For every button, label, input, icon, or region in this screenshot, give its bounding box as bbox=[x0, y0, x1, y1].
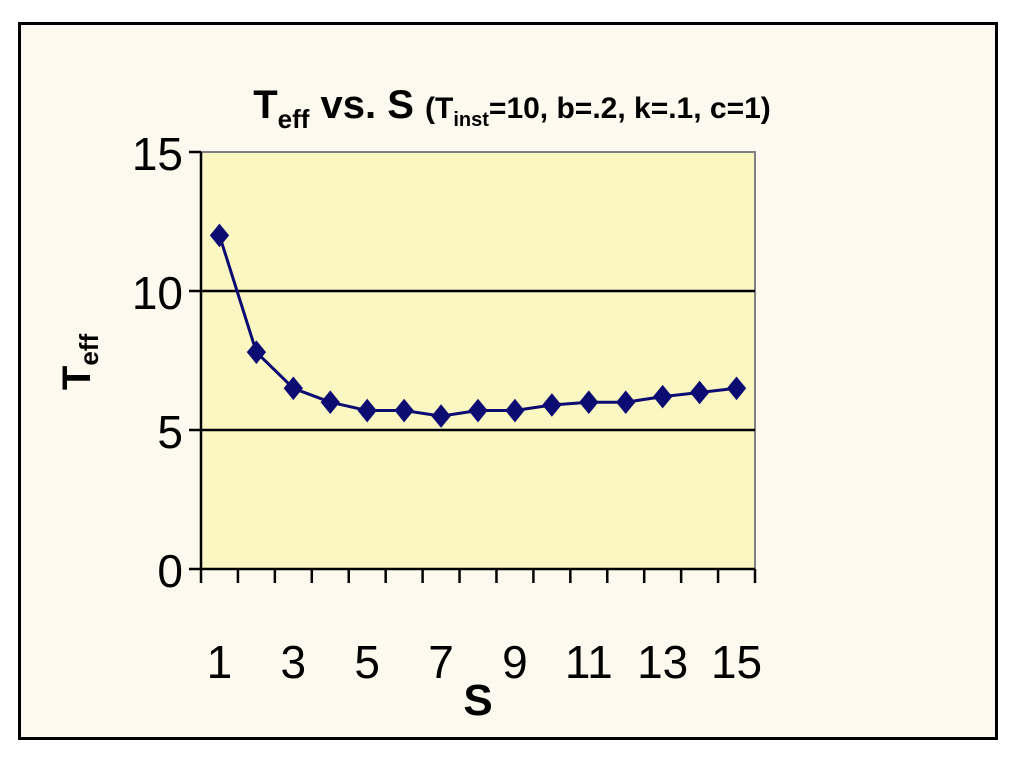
data-point-8 bbox=[468, 398, 488, 423]
data-point-9 bbox=[505, 398, 525, 423]
data-point-6 bbox=[394, 398, 414, 423]
data-point-3 bbox=[283, 376, 303, 401]
data-point-12 bbox=[616, 390, 636, 414]
y-axis-title-sub: eff bbox=[74, 334, 104, 366]
y-tick-label-15: 15 bbox=[132, 128, 183, 180]
x-tick-label-7: 7 bbox=[428, 636, 454, 688]
title-params-open: (T bbox=[425, 92, 453, 125]
title-main: T bbox=[253, 83, 277, 127]
title-params-rest: =10, b=.2, k=.1, c=1) bbox=[489, 92, 771, 125]
data-point-13 bbox=[653, 384, 673, 409]
x-tick-label-5: 5 bbox=[354, 636, 380, 688]
title-params-sub: inst bbox=[453, 109, 489, 131]
data-point-11 bbox=[579, 390, 599, 414]
x-tick-label-15: 15 bbox=[711, 636, 762, 688]
x-tick-label-9: 9 bbox=[502, 636, 528, 688]
chart-title: Teff vs. S (Tinst=10, b=.2, k=.1, c=1) bbox=[253, 83, 771, 134]
data-point-2 bbox=[246, 340, 267, 364]
data-point-5 bbox=[357, 398, 377, 423]
title-main-sub: eff bbox=[278, 104, 310, 134]
series-layer bbox=[209, 223, 747, 428]
data-point-14 bbox=[689, 380, 710, 405]
grid-layer bbox=[201, 289, 755, 432]
plot-area bbox=[200, 151, 756, 570]
x-tick-label-13: 13 bbox=[637, 636, 688, 688]
data-point-4 bbox=[320, 390, 340, 414]
y-axis-title: Teff bbox=[55, 334, 104, 391]
y-tick-label-5: 5 bbox=[157, 406, 183, 458]
title-main-rest: vs. S bbox=[309, 83, 425, 127]
x-axis-title: S bbox=[463, 676, 492, 725]
y-tick-label-0: 0 bbox=[157, 545, 183, 597]
x-tick-label-11: 11 bbox=[565, 636, 613, 688]
data-point-7 bbox=[431, 404, 451, 428]
x-tick-label-3: 3 bbox=[281, 636, 307, 688]
x-tick-label-1: 1 bbox=[207, 636, 233, 688]
data-point-1 bbox=[209, 223, 230, 248]
y-tick-label-10: 10 bbox=[132, 267, 183, 319]
y-axis-title-main: T bbox=[55, 366, 99, 390]
data-point-15 bbox=[726, 376, 747, 401]
data-point-10 bbox=[542, 393, 562, 417]
